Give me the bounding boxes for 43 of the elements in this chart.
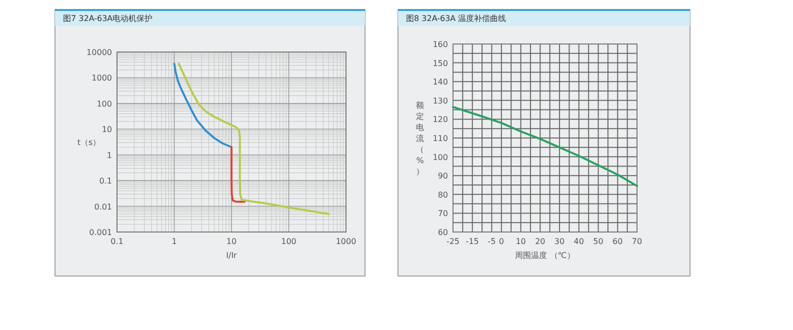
y-tick-label: 90 — [438, 172, 448, 181]
x-tick-label: -15 — [466, 237, 479, 246]
x-tick-label: 10 — [226, 237, 237, 246]
y-tick-label: 1 — [106, 150, 112, 160]
x-tick-label: 0.1 — [110, 237, 124, 246]
y-tick-label: 100 — [432, 152, 448, 162]
y-tick-label: 130 — [432, 96, 448, 106]
x-tick-label: 40 — [574, 237, 584, 246]
y-tick-label: 60 — [438, 228, 448, 237]
y-tick-label: 0.1 — [99, 176, 112, 186]
y-tick-label: 0.001 — [89, 228, 112, 237]
x-tick-label: -25 — [446, 237, 460, 246]
x-tick-label: 70 — [632, 237, 642, 246]
x-tick-label: 10 — [516, 237, 526, 246]
y-tick-label: 140 — [432, 78, 448, 87]
x-tick-label: 1 — [172, 237, 177, 246]
x-tick-label: 0 — [498, 237, 504, 246]
chart-title: 图7 32A-63A电动机保护 — [63, 14, 153, 23]
y-tick-label: 160 — [432, 40, 448, 49]
y-tick-label: 10 — [102, 125, 112, 134]
y-tick-label: 0.01 — [94, 202, 112, 212]
x-tick-label: 100 — [281, 237, 296, 246]
x-tick-label: 1000 — [336, 237, 356, 246]
x-tick-label: 60 — [612, 237, 623, 246]
x-axis-title: 周围温度 （℃） — [515, 251, 575, 260]
y-tick-label: 150 — [432, 58, 448, 68]
x-axis-title: I/Ir — [226, 251, 238, 260]
y-axis-title: t（s） — [77, 138, 101, 147]
y-axis-title: 额定电流（%） — [416, 101, 424, 176]
y-tick-label: 1000 — [92, 74, 112, 83]
y-tick-label: 120 — [432, 115, 448, 124]
x-tick-label: 20 — [535, 237, 546, 246]
y-tick-label: 100 — [96, 99, 112, 108]
line-series — [452, 106, 638, 187]
x-tick-label: -5 — [488, 237, 496, 246]
chart-title: 图8 32A-63A 温度补偿曲线 — [406, 14, 506, 23]
x-tick-label: 30 — [554, 237, 565, 246]
x-tick-label: 50 — [593, 237, 604, 246]
y-tick-label: 70 — [438, 209, 448, 218]
line-series — [230, 146, 246, 203]
y-tick-label: 10000 — [86, 48, 112, 57]
y-tick-label: 80 — [438, 190, 448, 200]
y-tick-label: 110 — [432, 134, 448, 143]
